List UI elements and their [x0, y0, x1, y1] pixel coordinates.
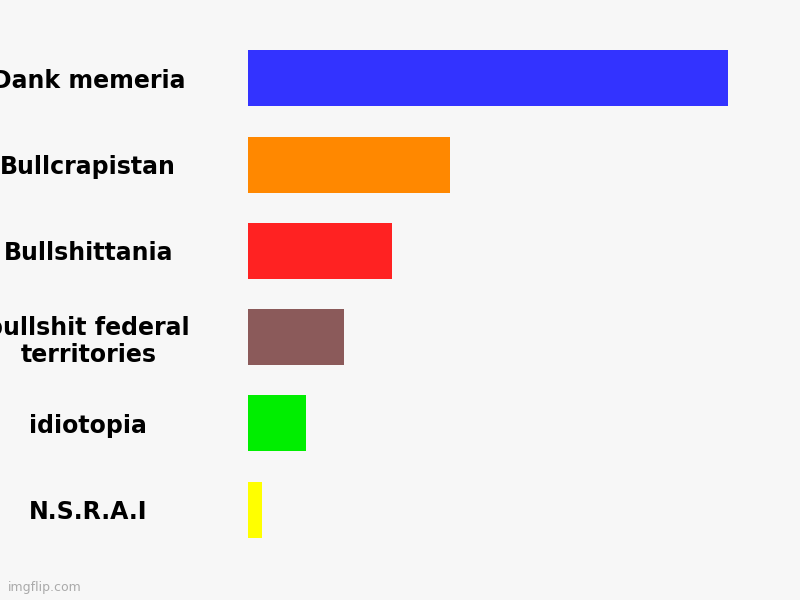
Bar	[248, 482, 262, 538]
Bar	[248, 223, 392, 279]
Bar	[248, 309, 344, 365]
Text: imgflip.com: imgflip.com	[8, 581, 82, 594]
Bar	[248, 137, 450, 193]
Bar	[248, 395, 306, 451]
Bar	[248, 50, 728, 106]
